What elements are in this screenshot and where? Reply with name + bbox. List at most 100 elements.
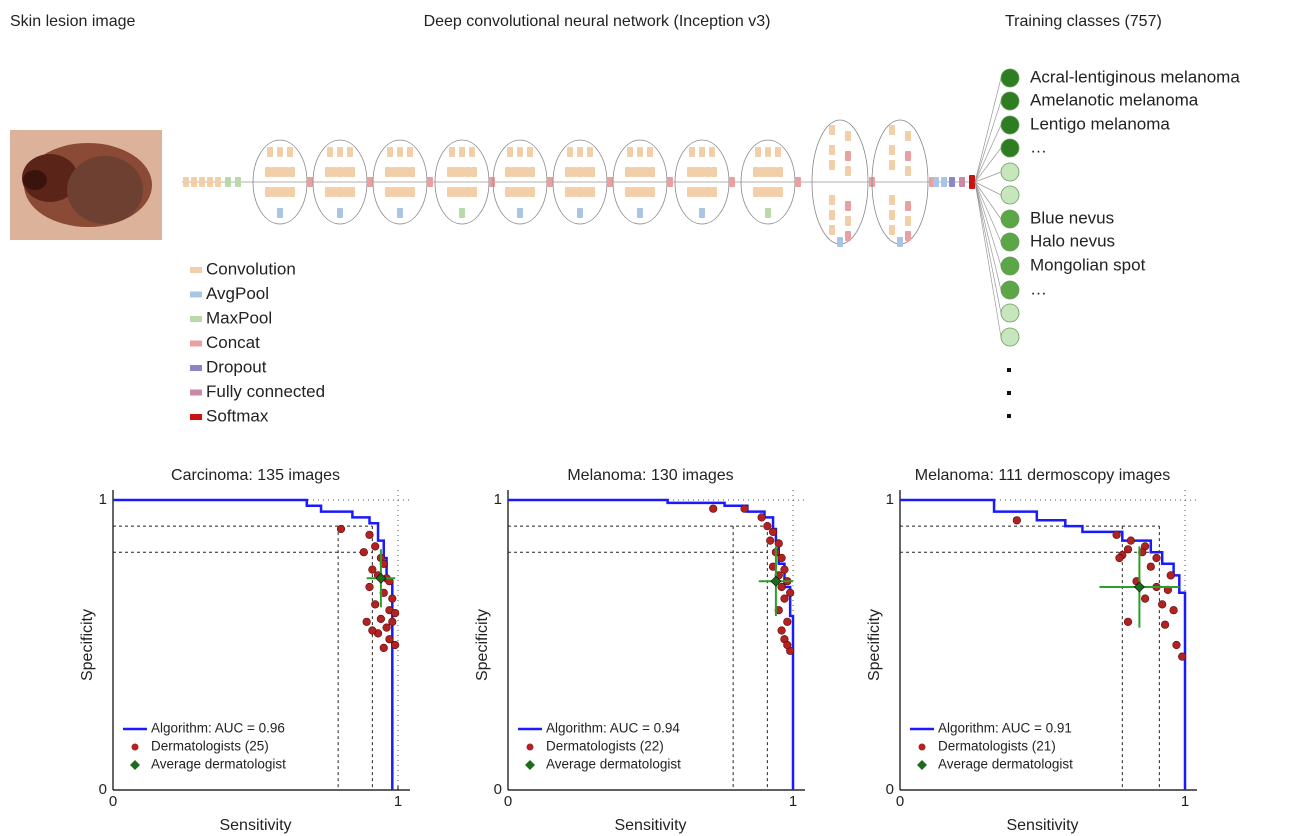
connector	[974, 77, 1002, 183]
connector	[974, 181, 1002, 220]
connector	[974, 147, 1002, 183]
legend-label: Algorithm: AUC = 0.94	[546, 721, 680, 736]
layer-block	[523, 187, 529, 197]
class-node	[1000, 303, 1020, 323]
chart-title: Melanoma: 111 dermoscopy images	[915, 467, 1171, 484]
legend-marker	[130, 760, 140, 770]
layer-block	[287, 147, 293, 157]
legend-label: Dermatologists (21)	[938, 739, 1056, 754]
layer-block	[625, 167, 631, 177]
legend-label: Algorithm: AUC = 0.91	[938, 721, 1072, 736]
layer-block	[589, 167, 595, 177]
class-node	[1000, 185, 1020, 205]
y-axis-label: Specificity	[474, 609, 491, 681]
layer-block	[889, 210, 895, 220]
layer-block	[447, 167, 453, 177]
dermatologist-point	[709, 504, 718, 513]
x-tick-label: 0	[504, 793, 512, 810]
legend-label: Dropout	[206, 357, 267, 376]
layer-block	[465, 167, 471, 177]
layer-block	[215, 177, 221, 187]
layer-block	[577, 187, 583, 197]
ellipsis-dot	[1007, 391, 1011, 395]
layer-block	[775, 147, 781, 157]
layer-block	[449, 147, 455, 157]
layer-block	[465, 187, 471, 197]
dermatologist-point	[777, 553, 786, 563]
layer-block	[705, 187, 711, 197]
layer-block	[327, 147, 333, 157]
dermatologist-point	[368, 565, 377, 574]
legend-marker	[525, 760, 535, 770]
layer-block	[459, 147, 465, 157]
layer-block	[637, 167, 643, 177]
layer-block	[565, 167, 571, 177]
dermatologist-point	[766, 536, 775, 545]
class-nodes: Acral-lentiginous melanoma Amelanotic mel…	[974, 67, 1240, 418]
layer-block	[571, 187, 577, 197]
dermatologist-point	[1140, 594, 1150, 603]
layer-block	[941, 177, 947, 187]
layer-block	[325, 167, 331, 177]
class-label: Halo nevus	[1030, 231, 1115, 250]
legend-label: Average dermatologist	[938, 757, 1073, 772]
legend-label: Dermatologists (25)	[151, 739, 269, 754]
layer-block	[889, 145, 895, 155]
layer-block	[529, 187, 535, 197]
layer-block	[517, 187, 523, 197]
layer-block	[889, 195, 895, 205]
x-tick-label: 1	[789, 793, 797, 810]
layer-block	[637, 187, 643, 197]
layer-block	[765, 208, 771, 218]
layer-block	[527, 147, 533, 157]
dermatologist-point	[777, 626, 786, 635]
average-point	[1133, 581, 1145, 593]
connector	[974, 171, 1002, 183]
layer-block	[235, 177, 241, 187]
layer-block	[409, 187, 415, 197]
dermatologist-point	[763, 521, 772, 531]
dermatologist-point	[362, 617, 371, 626]
layer-block	[547, 177, 553, 187]
y-tick-label: 1	[99, 491, 107, 508]
layer-block	[649, 187, 655, 197]
class-node	[1000, 162, 1020, 182]
connector	[974, 181, 1002, 196]
class-node	[1000, 209, 1020, 229]
layer-block	[391, 187, 397, 197]
legend-swatch	[190, 316, 202, 322]
layer-block	[777, 167, 783, 177]
layer-block	[631, 167, 637, 177]
layer-block	[283, 187, 289, 197]
layer-block	[565, 187, 571, 197]
legend-label: Convolution	[206, 259, 296, 278]
layer-block	[225, 177, 231, 187]
layer-block	[517, 167, 523, 177]
layer-block	[343, 187, 349, 197]
connector	[974, 181, 1002, 243]
layer-block	[391, 167, 397, 177]
layer-block	[755, 147, 761, 157]
layer-block	[277, 167, 283, 177]
layer-block	[829, 225, 835, 235]
layer-block	[453, 167, 459, 177]
layer-block	[271, 187, 277, 197]
layer-block	[759, 167, 765, 177]
chart-title: Carcinoma: 135 images	[171, 467, 340, 484]
layer-block	[637, 147, 643, 157]
layer-block	[517, 208, 523, 218]
layer-block	[631, 187, 637, 197]
dermatologist-point	[1152, 553, 1161, 563]
class-node	[1000, 115, 1020, 135]
layer-block	[397, 147, 403, 157]
class-node	[1000, 280, 1020, 300]
legend-swatch	[190, 267, 202, 273]
x-tick-label: 1	[394, 793, 402, 810]
layer-block	[687, 167, 693, 177]
x-tick-label: 0	[109, 793, 117, 810]
y-tick-label: 1	[886, 491, 894, 508]
layer-block	[969, 175, 975, 189]
layer-block	[337, 147, 343, 157]
layer-block	[453, 187, 459, 197]
